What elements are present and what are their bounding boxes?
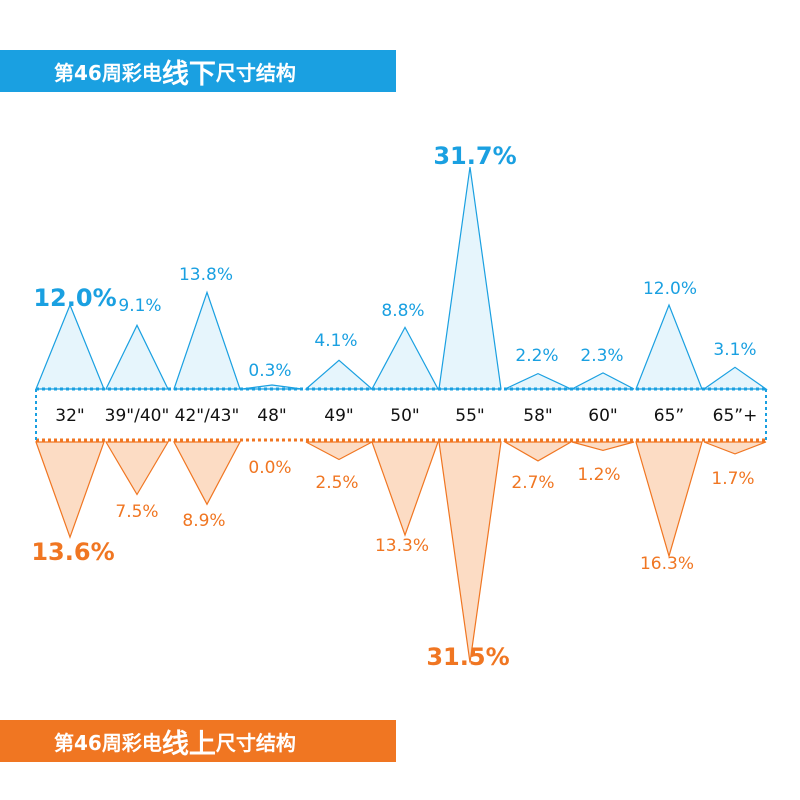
offline-value-label-9: 16.3% xyxy=(640,554,694,574)
online-value-label-9: 12.0% xyxy=(643,279,697,299)
online-banner-emph: 线下 xyxy=(161,58,216,90)
category-label-0: 32" xyxy=(55,406,84,426)
online-value-label-10: 3.1% xyxy=(713,340,756,360)
category-label-8: 60" xyxy=(588,406,617,426)
online-value-label-6: 31.7% xyxy=(433,142,516,170)
offline-value-label-8: 1.2% xyxy=(577,465,620,485)
online-bar-0 xyxy=(35,303,105,390)
offline-bar-0 xyxy=(35,441,105,539)
offline-bar-6 xyxy=(438,441,502,663)
category-label-3: 48" xyxy=(257,406,286,426)
online-bar-7 xyxy=(504,372,572,390)
online-value-label-5: 8.8% xyxy=(381,301,424,321)
online-value-label-4: 4.1% xyxy=(314,331,357,351)
offline-bar-10 xyxy=(703,441,767,455)
online-bar-9 xyxy=(635,303,703,390)
offline-bar-5 xyxy=(371,441,439,537)
offline-value-label-1: 7.5% xyxy=(115,502,158,522)
category-label-1: 39"/40" xyxy=(105,406,170,426)
offline-value-label-5: 13.3% xyxy=(375,536,429,556)
online-value-label-1: 9.1% xyxy=(118,296,161,316)
offline-value-label-4: 2.5% xyxy=(315,473,358,493)
offline-bar-9 xyxy=(635,441,703,559)
online-value-label-2: 13.8% xyxy=(179,265,233,285)
online-bar-8 xyxy=(571,372,635,390)
online-value-label-8: 2.3% xyxy=(580,346,623,366)
category-label-6: 55" xyxy=(455,406,484,426)
offline-series xyxy=(35,441,767,663)
online-banner-prefix: 第46周彩电 xyxy=(54,60,162,85)
online-banner: 第46周彩电 线下 尺寸结构 xyxy=(0,50,396,92)
offline-banner-suffix: 尺寸结构 xyxy=(215,730,296,755)
online-value-labels: 12.0% 9.1%13.8%0.3%4.1%8.8%31.7%2.2% 2.3%1… xyxy=(33,142,756,381)
offline-value-label-2: 8.9% xyxy=(182,511,225,531)
category-label-4: 49" xyxy=(324,406,353,426)
online-banner-suffix: 尺寸结构 xyxy=(215,60,296,85)
offline-value-label-0: 13.6% xyxy=(31,538,114,566)
online-value-label-7: 2.2% xyxy=(515,346,558,366)
online-value-label-0: 12.0% xyxy=(33,284,116,312)
online-value-label-3: 0.3% xyxy=(248,361,291,381)
offline-value-label-6: 31.5% xyxy=(426,643,509,671)
online-bar-5 xyxy=(370,326,440,390)
online-bar-4 xyxy=(304,359,374,390)
offline-value-label-7: 2.7% xyxy=(511,473,554,493)
offline-bar-8 xyxy=(571,441,635,452)
offline-bar-4 xyxy=(305,441,373,461)
category-label-9: 65” xyxy=(654,406,684,426)
offline-banner-prefix: 第46周彩电 xyxy=(54,730,162,755)
category-band xyxy=(35,387,767,442)
online-bar-2 xyxy=(173,290,241,390)
category-label-7: 58" xyxy=(523,406,552,426)
online-bar-10 xyxy=(702,366,768,390)
offline-bar-2 xyxy=(173,441,241,506)
online-bar-6 xyxy=(438,167,502,390)
offline-value-labels: 13.6%7.5% 8.9% 0.0% 2.5% 13.3% 31.5% 2.7% 1.2% 1… xyxy=(31,458,754,671)
offline-bar-1 xyxy=(104,441,170,496)
offline-bar-7 xyxy=(502,441,574,462)
online-series xyxy=(35,167,768,390)
category-label-10: 65”+ xyxy=(713,406,758,426)
offline-value-label-10: 1.7% xyxy=(711,469,754,489)
category-label-2: 42"/43" xyxy=(175,406,240,426)
offline-value-label-3: 0.0% xyxy=(248,458,291,478)
online-bar-1 xyxy=(105,323,169,390)
offline-banner: 第46周彩电 线上 尺寸结构 xyxy=(0,720,396,762)
offline-banner-emph: 线上 xyxy=(161,728,216,760)
category-label-5: 50" xyxy=(390,406,419,426)
category-labels: 32" 39"/40" 42"/43" 48" 49" 50" 55" 58" 60" 65” 65… xyxy=(55,406,757,426)
